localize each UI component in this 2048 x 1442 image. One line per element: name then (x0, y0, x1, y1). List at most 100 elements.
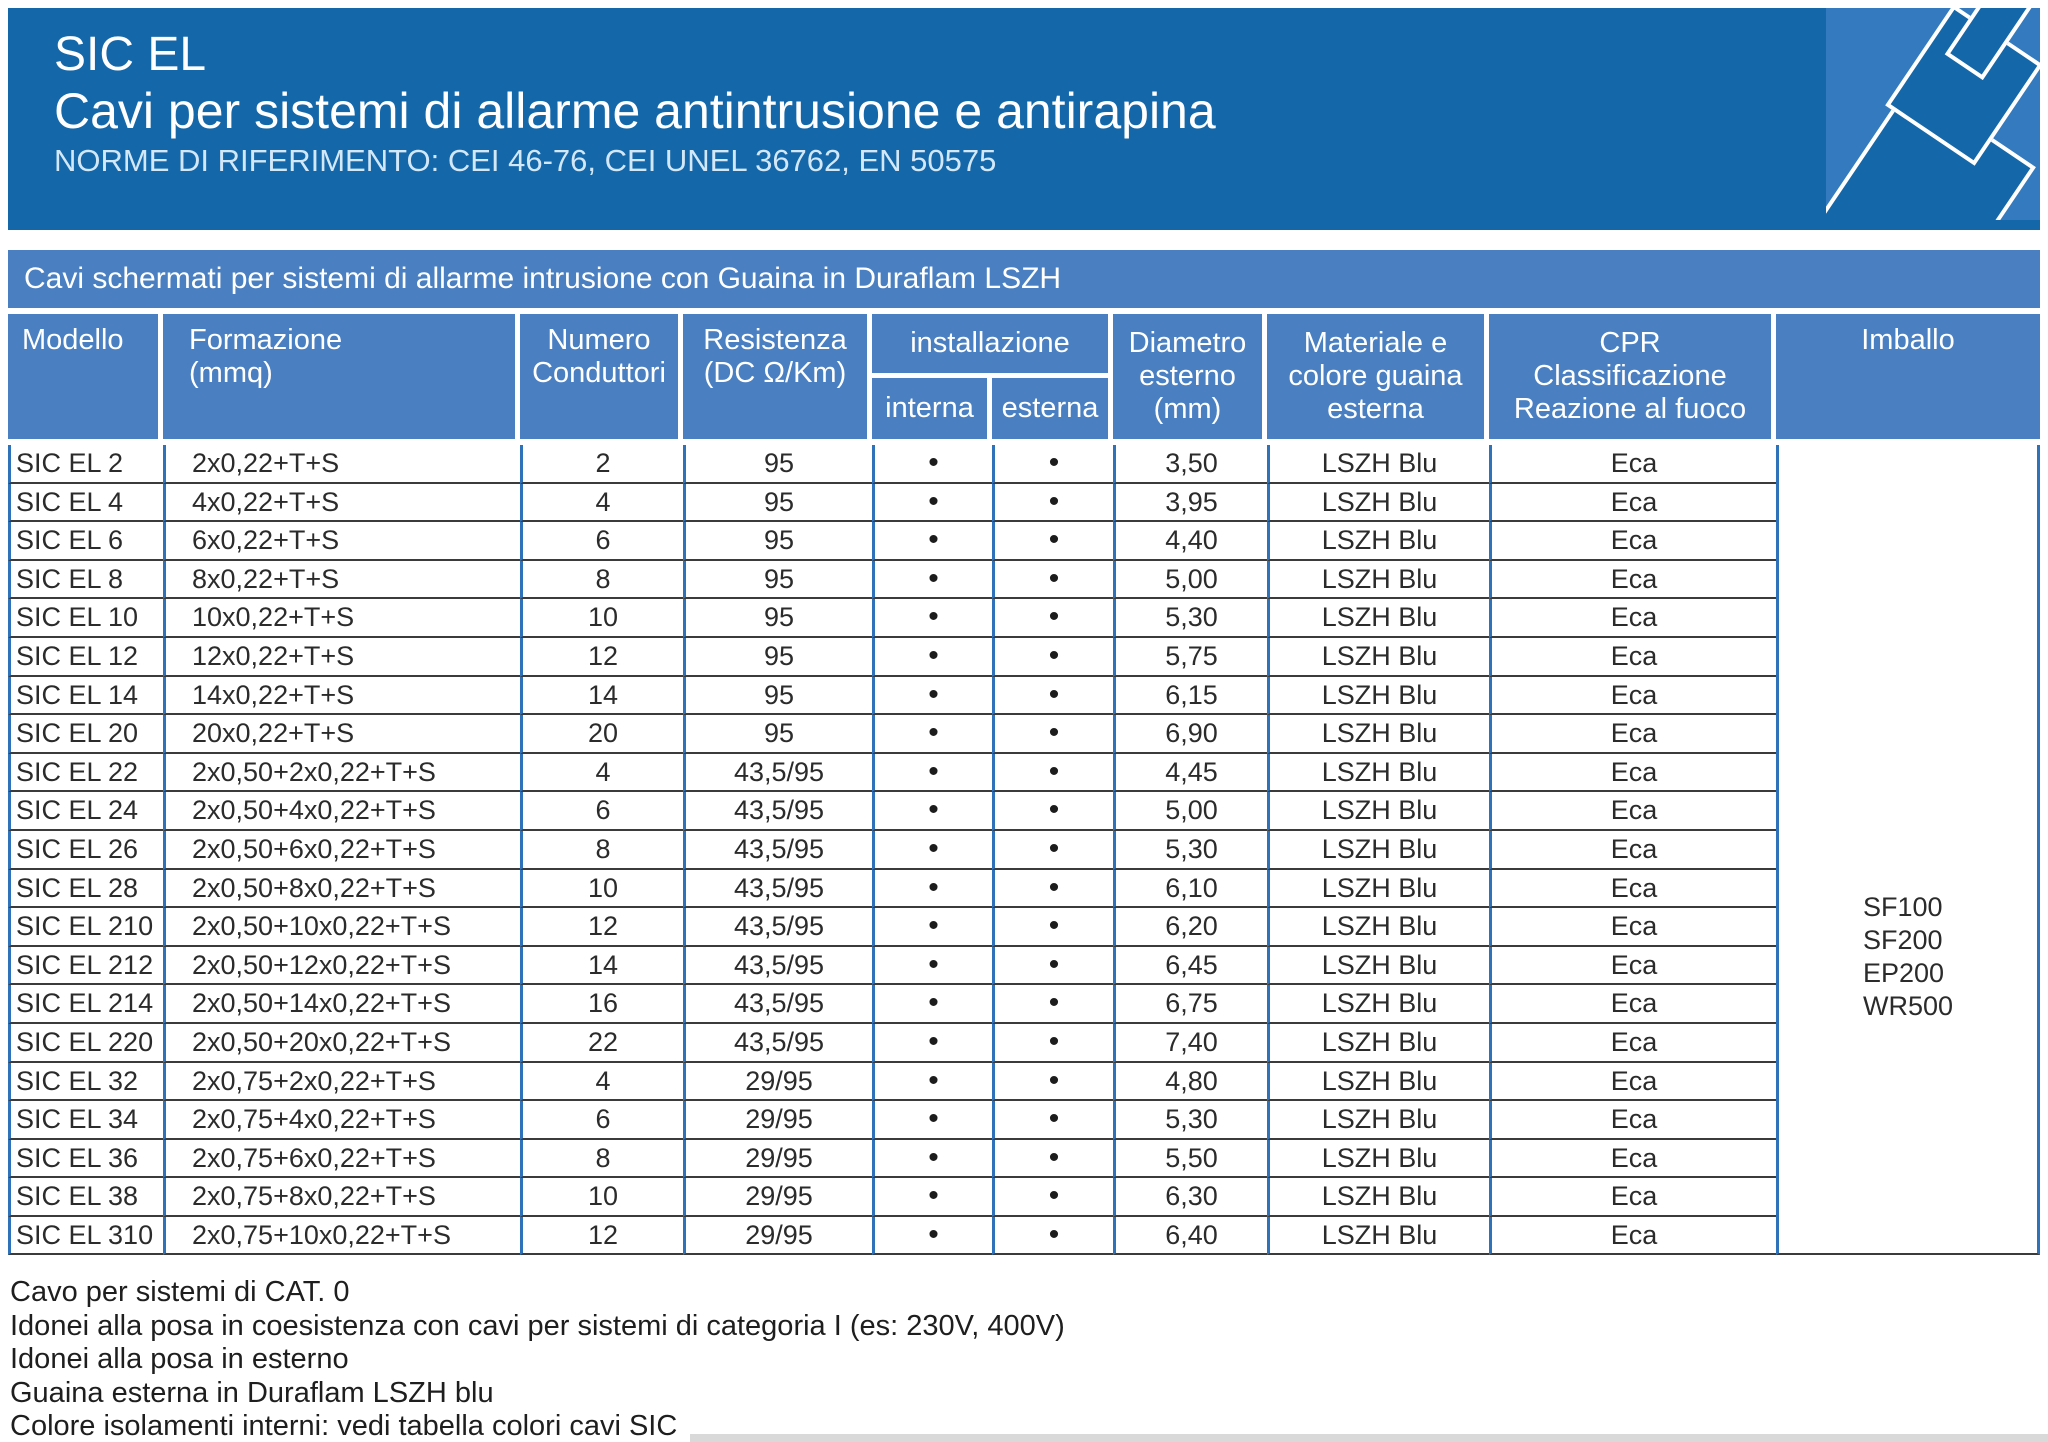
cable-illustration (1826, 8, 2040, 220)
cell-materiale: LSZH Blu (1267, 560, 1489, 600)
cell-modello: SIC EL 12 (8, 637, 163, 677)
cell-materiale: LSZH Blu (1267, 830, 1489, 870)
cell-installazione-esterna: • (992, 1023, 1113, 1063)
page-subtitle: Cavi per sistemi di allarme antintrusion… (54, 83, 1216, 139)
cell-diametro: 6,20 (1113, 908, 1267, 947)
cell-modello: SIC EL 36 (8, 1139, 163, 1179)
imballo-value: SF100 (1862, 892, 1943, 923)
cell-diametro: 3,50 (1113, 445, 1267, 484)
cell-formazione: 2x0,50+2x0,22+T+S (163, 753, 520, 793)
cell-conduttori: 4 (520, 1062, 683, 1102)
cell-cpr: Eca (1489, 792, 1776, 831)
cell-modello: SIC EL 212 (8, 946, 163, 986)
cell-materiale: LSZH Blu (1267, 869, 1489, 909)
cell-installazione-esterna: • (992, 715, 1113, 754)
cell-conduttori: 12 (520, 1216, 683, 1256)
cell-installazione-interna: • (872, 1101, 992, 1140)
note-line: Idonei alla posa in coesistenza con cavi… (10, 1309, 1065, 1342)
cell-modello: SIC EL 38 (8, 1178, 163, 1217)
cell-materiale: LSZH Blu (1267, 985, 1489, 1024)
cell-resistenza: 95 (683, 676, 872, 716)
cell-formazione: 2x0,50+10x0,22+T+S (163, 908, 520, 947)
col-header-interna: interna (872, 378, 992, 439)
cell-formazione: 2x0,75+6x0,22+T+S (163, 1139, 520, 1179)
cell-materiale: LSZH Blu (1267, 946, 1489, 986)
cell-formazione: 6x0,22+T+S (163, 522, 520, 561)
cell-cpr: Eca (1489, 637, 1776, 677)
cell-materiale: LSZH Blu (1267, 1062, 1489, 1102)
cell-conduttori: 10 (520, 869, 683, 909)
cell-resistenza: 43,5/95 (683, 792, 872, 831)
section-band: Cavi schermati per sistemi di allarme in… (8, 250, 2040, 308)
cell-cpr: Eca (1489, 1062, 1776, 1102)
cell-cpr: Eca (1489, 560, 1776, 600)
col-header-formazione: Formazione (mmq) (163, 314, 520, 439)
imballo-value: EP200 (1862, 958, 1945, 989)
cell-modello: SIC EL 10 (8, 599, 163, 638)
cell-installazione-esterna: • (992, 946, 1113, 986)
cell-resistenza: 95 (683, 522, 872, 561)
cell-installazione-interna: • (872, 676, 992, 716)
cell-conduttori: 14 (520, 676, 683, 716)
cell-conduttori: 8 (520, 830, 683, 870)
cell-diametro: 6,75 (1113, 985, 1267, 1024)
cell-installazione-esterna: • (992, 445, 1113, 484)
cell-installazione-interna: • (872, 869, 992, 909)
col-header-imballo: Imballo (1776, 314, 2040, 439)
cell-installazione-interna: • (872, 483, 992, 523)
cell-installazione-esterna: • (992, 522, 1113, 561)
cell-diametro: 7,40 (1113, 1023, 1267, 1063)
cell-modello: SIC EL 310 (8, 1216, 163, 1256)
cell-materiale: LSZH Blu (1267, 1139, 1489, 1179)
imballo-value: SF200 (1862, 925, 1943, 956)
cell-materiale: LSZH Blu (1267, 522, 1489, 561)
cell-diametro: 6,45 (1113, 946, 1267, 986)
cell-formazione: 2x0,50+12x0,22+T+S (163, 946, 520, 986)
cell-installazione-interna: • (872, 1216, 992, 1256)
cell-formazione: 12x0,22+T+S (163, 637, 520, 677)
cell-modello: SIC EL 4 (8, 483, 163, 523)
cell-diametro: 5,30 (1113, 1101, 1267, 1140)
cell-installazione-interna: • (872, 946, 992, 986)
cell-materiale: LSZH Blu (1267, 483, 1489, 523)
cell-conduttori: 12 (520, 637, 683, 677)
footer-notes: Cavo per sistemi di CAT. 0 Idonei alla po… (10, 1276, 1065, 1442)
table-header: Modello Formazione (mmq) Numero Condutto… (8, 314, 2040, 439)
cell-installazione-esterna: • (992, 1216, 1113, 1256)
cell-conduttori: 20 (520, 715, 683, 754)
cell-installazione-interna: • (872, 1139, 992, 1179)
imballo-value: WR500 (1862, 991, 1954, 1022)
cell-resistenza: 43,5/95 (683, 985, 872, 1024)
cell-installazione-interna: • (872, 908, 992, 947)
cell-resistenza: 43,5/95 (683, 830, 872, 870)
bottom-strip (690, 1434, 2048, 1442)
cell-resistenza: 43,5/95 (683, 1023, 872, 1063)
cell-modello: SIC EL 2 (8, 445, 163, 484)
reference-norms: NORME DI RIFERIMENTO: CEI 46-76, CEI UNE… (54, 143, 997, 178)
col-header-installazione: installazione (872, 314, 1113, 378)
cell-cpr: Eca (1489, 869, 1776, 909)
cell-conduttori: 12 (520, 908, 683, 947)
cell-diametro: 4,40 (1113, 522, 1267, 561)
cell-diametro: 6,15 (1113, 676, 1267, 716)
cell-cpr: Eca (1489, 1178, 1776, 1217)
cell-cpr: Eca (1489, 522, 1776, 561)
cell-materiale: LSZH Blu (1267, 1023, 1489, 1063)
cell-formazione: 2x0,75+10x0,22+T+S (163, 1216, 520, 1256)
cell-cpr: Eca (1489, 715, 1776, 754)
cell-diametro: 5,50 (1113, 1139, 1267, 1179)
cell-cpr: Eca (1489, 599, 1776, 638)
header-band: SIC EL Cavi per sistemi di allarme antin… (8, 8, 2040, 230)
cell-installazione-esterna: • (992, 1062, 1113, 1102)
cell-formazione: 10x0,22+T+S (163, 599, 520, 638)
col-header-cpr: CPR Classificazione Reazione al fuoco (1489, 314, 1776, 439)
cell-installazione-interna: • (872, 1023, 992, 1063)
cell-installazione-esterna: • (992, 676, 1113, 716)
cell-cpr: Eca (1489, 483, 1776, 523)
cell-materiale: LSZH Blu (1267, 1216, 1489, 1256)
cell-installazione-esterna: • (992, 792, 1113, 831)
cell-materiale: LSZH Blu (1267, 637, 1489, 677)
cell-modello: SIC EL 210 (8, 908, 163, 947)
cell-installazione-esterna: • (992, 753, 1113, 793)
cell-cpr: Eca (1489, 676, 1776, 716)
